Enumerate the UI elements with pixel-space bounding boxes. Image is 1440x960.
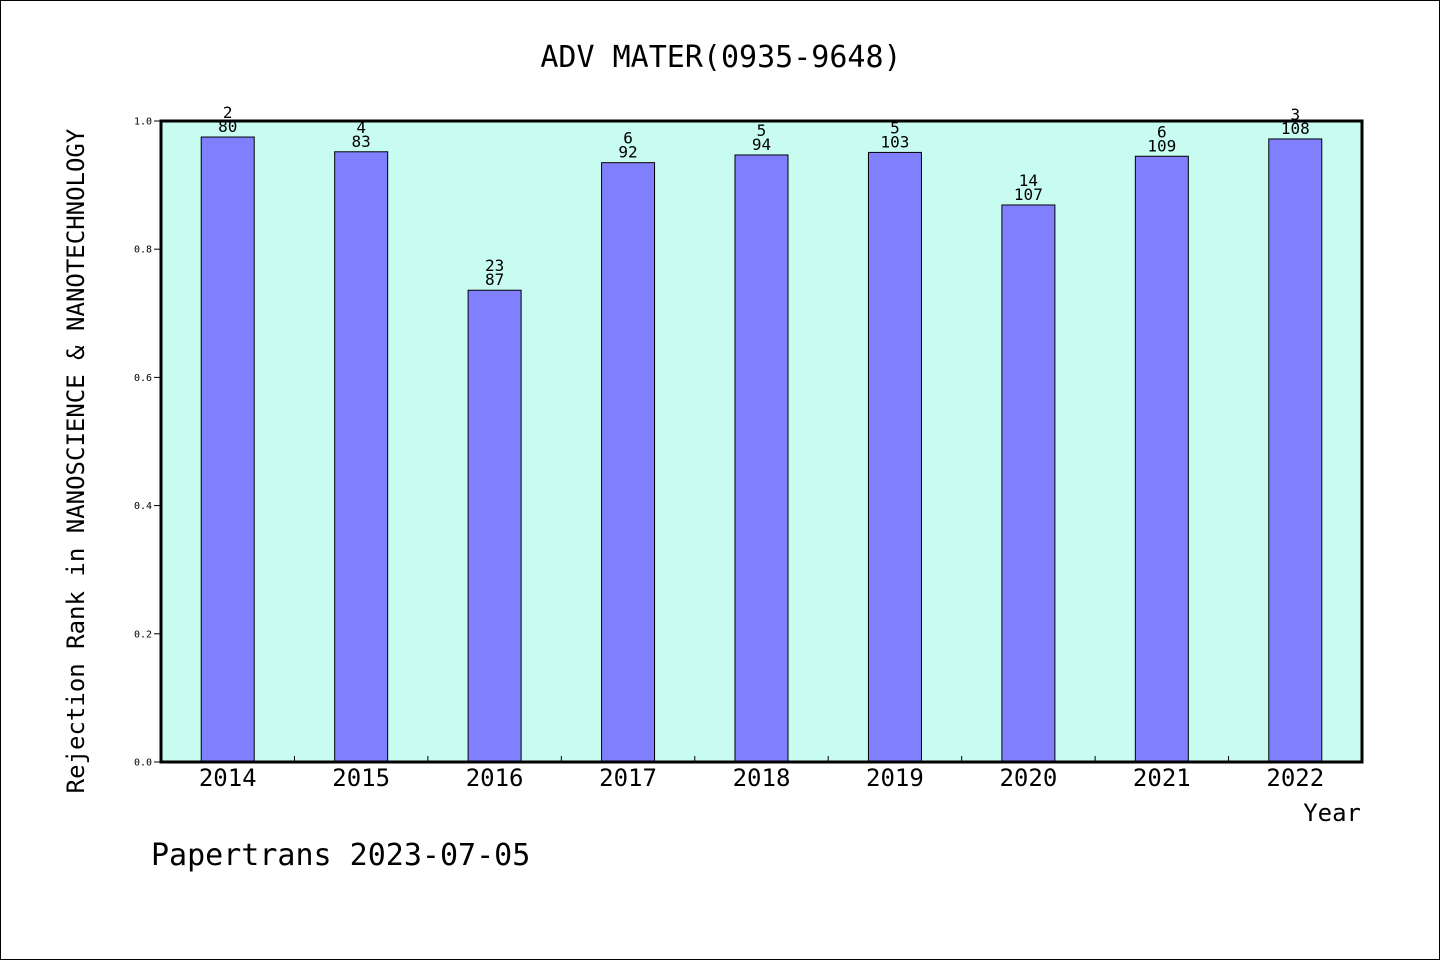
data-label-total: 107 [1014,185,1043,204]
data-label-total: 103 [880,132,909,151]
bar [467,289,522,763]
x-tick-label: 2018 [733,764,791,792]
y-tick-label: 0.8 [134,245,152,256]
bar [1134,155,1189,763]
y-tick-label: 0.2 [134,629,152,640]
bar [601,162,656,763]
x-tick-label: 2021 [1133,764,1191,792]
bar [334,151,389,763]
data-label-rank: 2 [223,103,233,122]
x-tick-label: 2022 [1266,764,1324,792]
y-axis-label: Rejection Rank in NANOSCIENCE & NANOTECH… [62,128,90,793]
y-tick-label: 1.0 [134,117,152,128]
data-label-total: 83 [352,132,371,151]
data-label-total: 87 [485,270,504,289]
plot-frame [159,119,1364,764]
data-label-rank: 5 [890,118,900,137]
y-tick-label: 0.4 [134,501,152,512]
x-tick-label: 2014 [199,764,257,792]
x-axis-label: Year [1303,799,1361,827]
data-label-rank: 6 [1157,122,1167,141]
bar [200,136,255,763]
bar [734,154,789,763]
data-label-total: 109 [1147,136,1176,155]
x-tick-label: 2020 [999,764,1057,792]
footer-text: Papertrans 2023-07-05 [151,838,530,873]
data-label-rank: 14 [1019,171,1038,190]
bar [1268,138,1323,763]
x-tick-label: 2016 [466,764,524,792]
x-tick-label: 2019 [866,764,924,792]
x-tick-label: 2015 [332,764,390,792]
chart-title: ADV MATER(0935-9648) [540,40,901,75]
data-label-rank: 3 [1290,105,1300,124]
x-tick-label: 2017 [599,764,657,792]
data-label-rank: 4 [356,118,366,137]
data-label-total: 94 [752,135,771,154]
data-label-rank: 6 [623,129,633,148]
data-label-rank: 23 [485,256,504,275]
bar [867,151,922,763]
data-label-rank: 5 [757,121,767,140]
y-tick-label: 0.0 [134,758,152,769]
data-label-total: 108 [1281,119,1310,138]
y-tick-label: 0.6 [134,373,152,384]
data-label-total: 92 [618,143,637,162]
bar [1001,204,1056,763]
